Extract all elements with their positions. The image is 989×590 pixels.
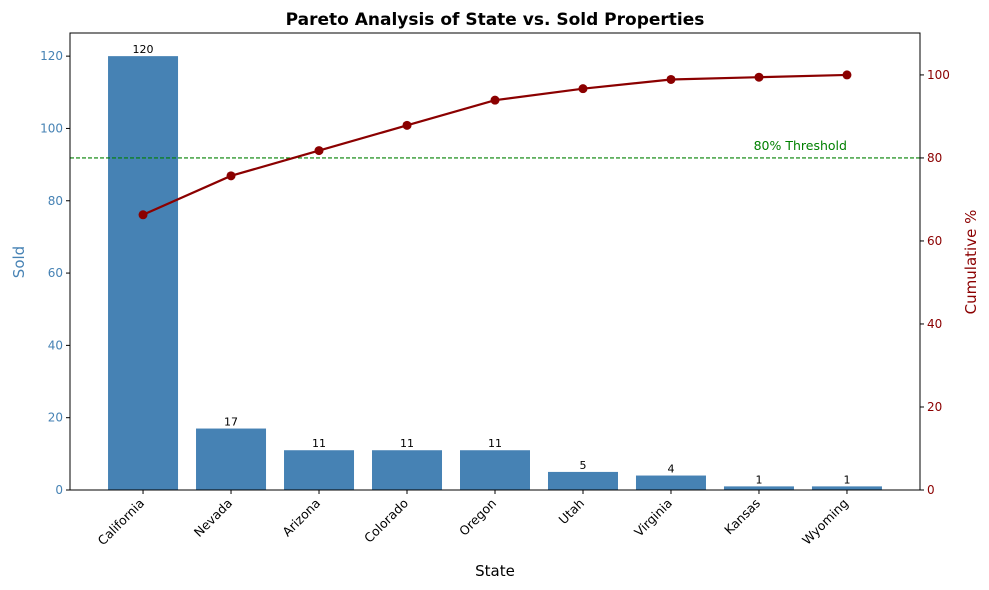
bar bbox=[108, 56, 179, 490]
x-tick-label: Wyoming bbox=[799, 496, 851, 548]
chart-title: Pareto Analysis of State vs. Sold Proper… bbox=[286, 10, 705, 30]
x-tick-label: Kansas bbox=[721, 496, 763, 538]
cumulative-point bbox=[490, 95, 500, 105]
x-tick-label: Nevada bbox=[191, 496, 235, 540]
bar-data-label: 5 bbox=[579, 459, 586, 472]
cumulative-point bbox=[314, 146, 324, 156]
cumulative-point bbox=[226, 171, 236, 181]
bar-data-label: 120 bbox=[133, 43, 154, 56]
y-tick-label: 80 bbox=[48, 194, 63, 208]
bar bbox=[372, 450, 443, 490]
x-axis-label: State bbox=[475, 562, 515, 580]
cumulative-point bbox=[578, 84, 588, 94]
y2-tick-label: 80 bbox=[927, 151, 942, 165]
y-tick-label: 40 bbox=[48, 338, 63, 352]
bar bbox=[196, 428, 267, 490]
cumulative-point bbox=[754, 72, 764, 82]
y-tick-label: 120 bbox=[40, 49, 63, 63]
y2-tick-label: 0 bbox=[927, 483, 935, 497]
y2-axis-label: Cumulative % bbox=[962, 210, 980, 315]
bar bbox=[723, 486, 794, 490]
x-tick-label: Virginia bbox=[631, 496, 675, 540]
y2-tick-label: 40 bbox=[927, 317, 942, 331]
bar bbox=[284, 450, 355, 490]
y-tick-label: 0 bbox=[55, 483, 63, 497]
x-tick-label: Arizona bbox=[279, 496, 323, 540]
bar bbox=[460, 450, 530, 490]
x-tick-label: California bbox=[95, 496, 148, 549]
y-tick-label: 60 bbox=[48, 266, 63, 280]
bar-data-label: 17 bbox=[224, 416, 238, 429]
cumulative-point bbox=[402, 120, 412, 130]
bar-data-label: 11 bbox=[312, 437, 326, 450]
cumulative-point bbox=[842, 70, 852, 80]
bar-data-label: 11 bbox=[488, 437, 502, 450]
y-tick-label: 100 bbox=[40, 121, 63, 135]
threshold-label: 80% Threshold bbox=[754, 138, 847, 153]
y2-tick-label: 20 bbox=[927, 400, 942, 414]
x-tick-label: Oregon bbox=[456, 496, 499, 539]
y2-tick-label: 100 bbox=[927, 68, 950, 82]
cumulative-point bbox=[138, 210, 148, 220]
cumulative-point bbox=[666, 74, 676, 84]
y-tick-label: 20 bbox=[48, 411, 63, 425]
bar-data-label: 4 bbox=[667, 463, 674, 476]
y-axis-label: Sold bbox=[10, 246, 28, 278]
bar bbox=[635, 475, 706, 490]
x-tick-label: Colorado bbox=[361, 496, 411, 546]
bar-data-label: 1 bbox=[755, 473, 762, 486]
bar-data-label: 11 bbox=[400, 437, 414, 450]
bar bbox=[547, 471, 618, 490]
x-tick-label: Utah bbox=[556, 496, 588, 528]
y2-tick-label: 60 bbox=[927, 234, 942, 248]
bar bbox=[811, 486, 882, 490]
bar-data-label: 1 bbox=[843, 473, 850, 486]
